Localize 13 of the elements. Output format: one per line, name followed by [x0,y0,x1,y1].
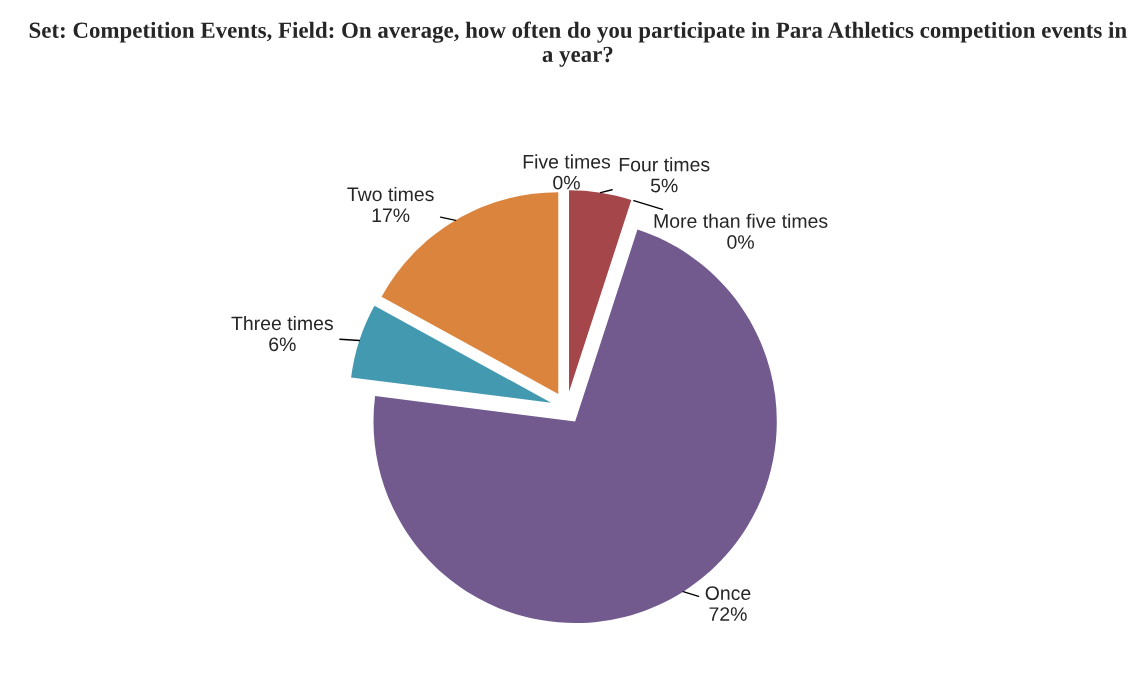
text: 0% [727,235,754,249]
slice-label: Three times [231,315,333,331]
data-label: 6% [269,337,296,352]
slice-label: Two times [347,186,434,202]
chart-title: Set: Competition Events, Field: On average, how often do you participate in Para Athletics competition events in a year? [29,21,1127,67]
category-label: Five times [523,154,611,169]
slice-label: Four times [619,157,710,172]
data-label: 5% [650,178,678,193]
slice-label: Once [705,586,751,601]
text: 0% [553,175,580,190]
data-label: 72% [709,607,747,621]
data-label: 17% [372,208,410,223]
category-label: More than five times [654,213,828,228]
